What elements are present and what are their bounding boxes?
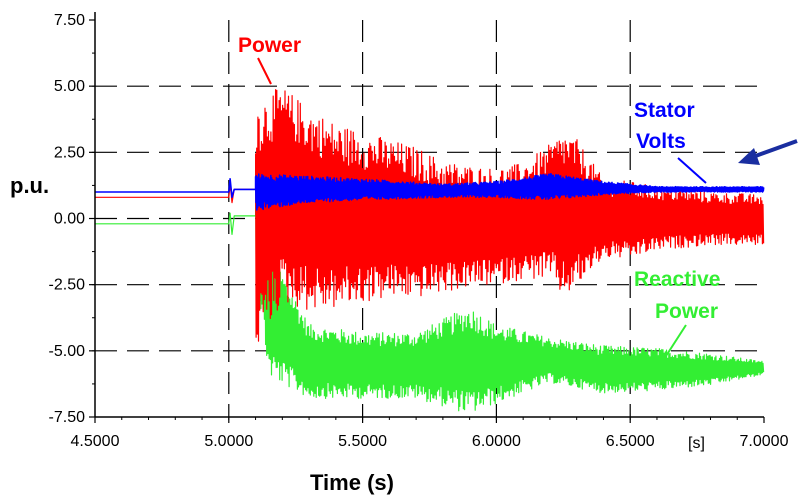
x-tick-label: 6.0000 [472, 433, 521, 450]
series-traces [95, 89, 765, 412]
y-tick-label: -2.50 [49, 277, 86, 294]
y-tick-label: -7.50 [49, 409, 86, 426]
stator-arrow-icon [738, 139, 798, 165]
x-axis-ticks: 4.5000 5.0000 5.5000 6.0000 6.5000 7.0000 [71, 417, 789, 450]
y-tick-label: 0.00 [54, 211, 85, 228]
annotation-reactive-leader [665, 324, 687, 357]
annotation-stator: Stator [634, 99, 695, 122]
annotation-volts: Volts [636, 130, 686, 153]
annotation-power: Power [238, 34, 301, 57]
x-tick-label: 4.5000 [71, 433, 120, 450]
y-tick-label: 5.00 [54, 78, 85, 95]
x-tick-label: 5.5000 [338, 433, 387, 450]
series-line-reactive-power [95, 161, 765, 412]
series-line-power [95, 89, 765, 342]
x-tick-label: 7.0000 [740, 433, 789, 450]
annotation-reactive-power: Power [655, 300, 718, 323]
plot-frame [94, 12, 764, 418]
y-axis-label: p.u. [10, 173, 49, 198]
y-tick-label: 7.50 [54, 12, 85, 29]
x-tick-label: 6.5000 [606, 433, 655, 450]
annotation-reactive: Reactive [634, 268, 720, 291]
series-line-stator-volts [95, 173, 765, 211]
y-tick-label: -5.00 [49, 343, 86, 360]
x-tick-label: 5.0000 [204, 433, 253, 450]
annotation-stator-leader [677, 157, 707, 184]
y-axis-ticks: 7.50 5.00 2.50 0.00 -2.50 -5.00 -7.50 [49, 12, 95, 426]
x-axis-unit: [s] [688, 435, 705, 452]
annotation-power-leader [257, 57, 272, 85]
x-axis-label: Time (s) [310, 470, 394, 495]
y-tick-label: 2.50 [54, 144, 85, 161]
